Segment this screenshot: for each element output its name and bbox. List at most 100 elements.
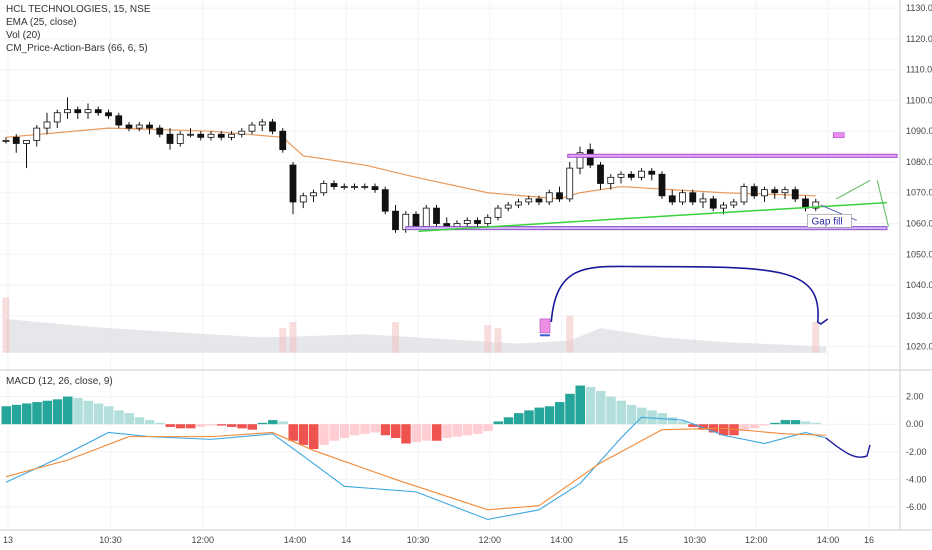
macd-histogram-bar <box>637 407 647 425</box>
macd-histogram-bar <box>1 406 11 425</box>
candle-body <box>771 189 779 194</box>
candle-body <box>463 220 471 224</box>
candle-body <box>668 195 676 203</box>
price-tick-label: 1110.00 <box>906 65 932 75</box>
resistance-band <box>567 153 898 158</box>
macd-histogram-bar <box>309 424 319 450</box>
time-tick-label: 10:30 <box>407 535 430 545</box>
macd-histogram-bar <box>32 402 42 425</box>
macd-histogram-bar <box>780 420 790 425</box>
macd-histogram-bar <box>811 422 821 425</box>
candle-body <box>607 176 615 184</box>
volume-bars <box>2 297 826 353</box>
time-tick-label: 15 <box>618 535 628 545</box>
macd-histogram-bar <box>606 396 616 425</box>
candle-body <box>23 140 30 144</box>
candle-body <box>812 201 820 209</box>
candle-body <box>535 198 543 203</box>
candle-body <box>791 189 799 200</box>
candle-body <box>187 133 194 136</box>
candle-body <box>545 192 553 203</box>
candle-body <box>12 136 20 144</box>
cm-legend: CM_Price-Action-Bars (66, 6, 5) <box>6 43 148 54</box>
macd-tick-label: 0.00 <box>906 419 924 429</box>
macd-histogram-bar <box>52 399 63 425</box>
candle-body <box>525 198 533 203</box>
macd-histogram-bar <box>626 404 637 425</box>
projection-up-arrow <box>836 179 871 200</box>
macd-histogram-bar <box>749 424 760 429</box>
candle-body <box>504 204 512 209</box>
macd-histogram-bar <box>647 410 657 425</box>
candle-body <box>340 186 348 188</box>
macd-histogram-bar <box>83 400 93 425</box>
candle-body <box>217 133 225 138</box>
macd-histogram-bar <box>503 417 514 425</box>
candle-body <box>433 207 440 224</box>
macd-tick-label: 2.00 <box>906 392 924 402</box>
candle-body <box>248 124 256 132</box>
candle-body <box>750 186 758 197</box>
candle-body <box>166 133 174 144</box>
candle-body <box>258 121 266 126</box>
candle-body <box>689 192 697 203</box>
macd-histogram-bar <box>462 424 473 436</box>
macd-histogram-bar <box>329 424 339 441</box>
macd-histogram-bar <box>514 413 524 425</box>
candle-body <box>679 192 686 203</box>
macd-histogram-bar <box>155 422 165 425</box>
price-tick-label: 1060.00 <box>906 219 932 229</box>
candle-body <box>176 133 184 144</box>
macd-tick-label: -2.00 <box>906 447 927 457</box>
candle-body <box>156 127 164 135</box>
price-tick-label: 1020.00 <box>906 342 932 352</box>
macd-histogram-bar <box>401 424 411 444</box>
candle-body <box>115 115 123 126</box>
macd-histogram-bar <box>186 424 196 429</box>
macd-legend: MACD (12, 26, close, 9) <box>6 376 113 387</box>
candle-body <box>84 109 92 114</box>
macd-histogram-bar <box>760 424 770 426</box>
candle-body <box>494 207 502 218</box>
macd-histogram-bar <box>227 424 237 427</box>
candle-body <box>299 195 307 203</box>
candle-body <box>658 173 666 197</box>
candle-body <box>422 207 430 227</box>
projection-down-arrow <box>876 180 889 227</box>
macd-histogram-bar <box>616 400 626 425</box>
macd-histogram-bar <box>11 404 22 425</box>
price-tick-label: 1030.00 <box>906 311 932 321</box>
candle-body <box>33 127 41 141</box>
candle-body <box>43 121 51 129</box>
volume-bar <box>812 321 820 353</box>
candle-body <box>146 124 153 129</box>
macd-histogram-bar <box>63 396 73 425</box>
time-tick-label: 12:00 <box>745 535 768 545</box>
macd-histogram-bar <box>380 424 391 436</box>
candle-body <box>566 167 574 200</box>
candle-body <box>720 204 727 209</box>
macd-histogram-bar <box>206 424 216 426</box>
price-tick-label: 1130.00 <box>906 3 932 13</box>
macd-histogram-bar <box>667 417 678 425</box>
candle-body <box>74 109 82 114</box>
gap-fill-box <box>807 213 852 228</box>
gap-fill-label: Gap fill <box>812 216 843 227</box>
candle-body <box>279 130 287 151</box>
candle-body <box>392 210 399 231</box>
macd-histogram-bar <box>534 407 544 425</box>
candle-body <box>617 173 625 178</box>
candle-body <box>484 216 492 224</box>
candle-body <box>381 189 389 212</box>
macd-histogram-bar <box>93 403 104 425</box>
candle-body <box>730 201 738 206</box>
macd-histogram-bar <box>442 424 452 438</box>
time-tick-label: 12:00 <box>191 535 214 545</box>
macd-histogram-bar <box>452 424 462 437</box>
macd-histogram-bar <box>524 410 534 425</box>
macd-histogram-bar <box>421 424 432 441</box>
volume-bar <box>494 328 502 353</box>
macd-histogram-bar <box>483 424 493 432</box>
